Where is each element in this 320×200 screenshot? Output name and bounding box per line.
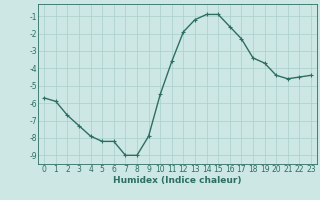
X-axis label: Humidex (Indice chaleur): Humidex (Indice chaleur) [113,176,242,185]
